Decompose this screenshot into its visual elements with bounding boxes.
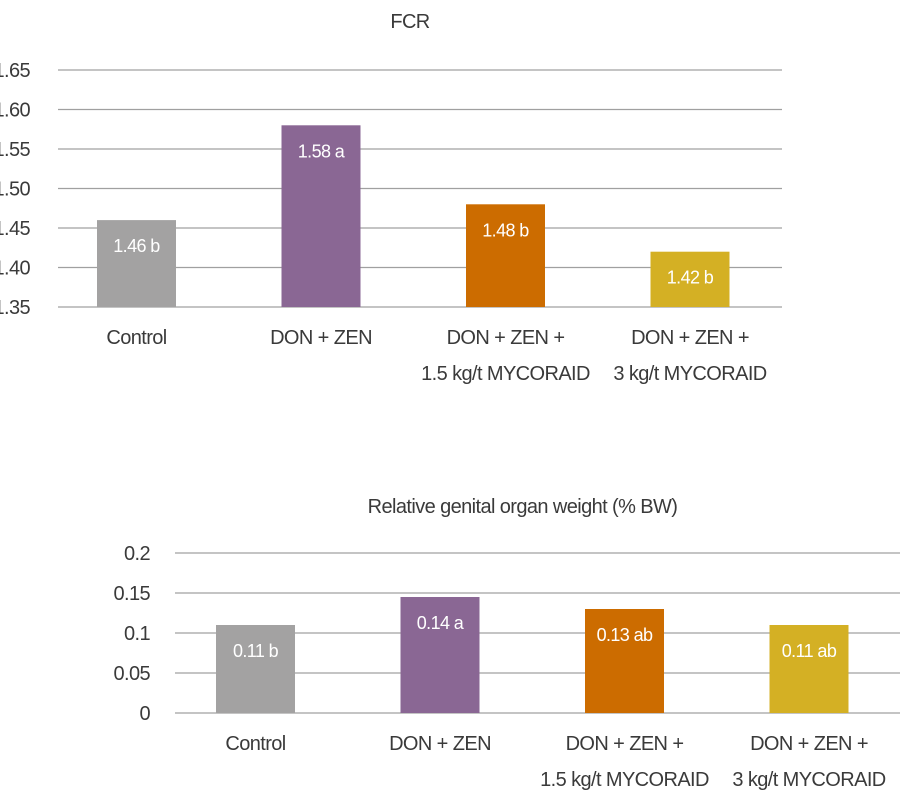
data-label: 1.42 b xyxy=(667,268,714,288)
bar xyxy=(585,609,664,713)
chart-2: Relative genital organ weight (% BW) 0 0.0… xyxy=(113,496,900,791)
bar xyxy=(97,220,176,307)
x-tick-label: 3 kg/t MYCORAID xyxy=(732,769,885,791)
chart-title: FCR xyxy=(390,11,429,33)
y-tick-label: 0.15 xyxy=(113,583,150,605)
bar xyxy=(650,251,730,307)
data-label: 0.13 ab xyxy=(597,625,653,645)
y-tick-label: 1.40 xyxy=(0,258,30,280)
y-tick-label: 1.35 xyxy=(0,297,30,319)
y-tick-label: 0 xyxy=(139,703,150,725)
data-label: 1.48 b xyxy=(482,220,529,240)
y-tick-label: 1.55 xyxy=(0,139,30,161)
x-tick-label: DON + ZEN + xyxy=(566,733,684,755)
data-label: 0.11 ab xyxy=(782,641,837,661)
bar xyxy=(281,125,361,307)
x-tick-label: DON + ZEN xyxy=(389,733,491,755)
chart-1: FCR 1.35 1.40 1.45 1.50 1.55 1.60 1.65 1.46 b Con… xyxy=(0,11,782,385)
x-tick-label: Control xyxy=(106,327,166,349)
data-label: 1.46 b xyxy=(113,236,160,256)
y-tick-label: 0.1 xyxy=(124,623,150,645)
x-tick-label: 1.5 kg/t MYCORAID xyxy=(540,769,709,791)
bar xyxy=(466,204,545,307)
bar xyxy=(400,597,480,713)
bar xyxy=(216,625,295,713)
chart-title: Relative genital organ weight (% BW) xyxy=(368,496,678,518)
x-tick-label: 3 kg/t MYCORAID xyxy=(613,363,766,385)
y-tick-label: 1.50 xyxy=(0,179,30,201)
x-tick-label: DON + ZEN + xyxy=(631,327,749,349)
y-tick-label: 1.60 xyxy=(0,100,30,122)
x-tick-label: DON + ZEN xyxy=(270,327,372,349)
data-label: 0.14 a xyxy=(417,613,465,633)
y-tick-label: 0.05 xyxy=(113,663,150,685)
y-tick-label: 1.45 xyxy=(0,218,30,240)
x-tick-label: Control xyxy=(225,733,285,755)
x-tick-label: DON + ZEN + xyxy=(750,733,868,755)
y-tick-label: 1.65 xyxy=(0,60,30,82)
x-tick-label: 1.5 kg/t MYCORAID xyxy=(421,363,590,385)
x-tick-label: DON + ZEN + xyxy=(447,327,565,349)
data-label: 0.11 b xyxy=(233,641,279,661)
y-tick-label: 0.2 xyxy=(124,543,150,565)
bar xyxy=(769,625,849,713)
data-label: 1.58 a xyxy=(298,141,346,161)
